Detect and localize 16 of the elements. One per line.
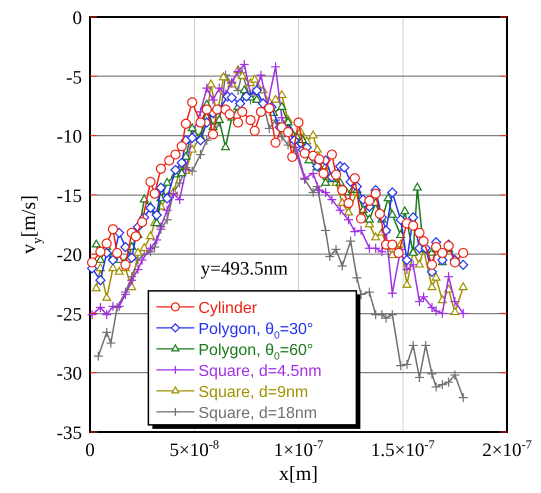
legend-label: Square, d=4.5nm [198, 362, 322, 380]
y-tick-label: -25 [56, 304, 82, 326]
y-tick-label: -20 [56, 245, 82, 266]
legend-label: Square, d=18nm [198, 404, 318, 422]
legend-label: Cylinder [198, 300, 258, 317]
y-tick-label: -5 [66, 67, 82, 88]
y-tick-label: -15 [56, 186, 82, 207]
y-tick-label: 0 [72, 8, 82, 29]
x-tick-label: 0 [85, 440, 95, 461]
y-tick-label: -10 [56, 126, 82, 148]
y-tick-label: -30 [56, 364, 82, 385]
y-tick-label: -35 [56, 423, 82, 444]
legend-label: Square, d=9nm [198, 384, 308, 401]
annotation: y=493.5nm [200, 258, 288, 280]
x-axis-title: x[m] [279, 463, 318, 485]
y-axis-title: vy[m/s] [18, 195, 44, 254]
